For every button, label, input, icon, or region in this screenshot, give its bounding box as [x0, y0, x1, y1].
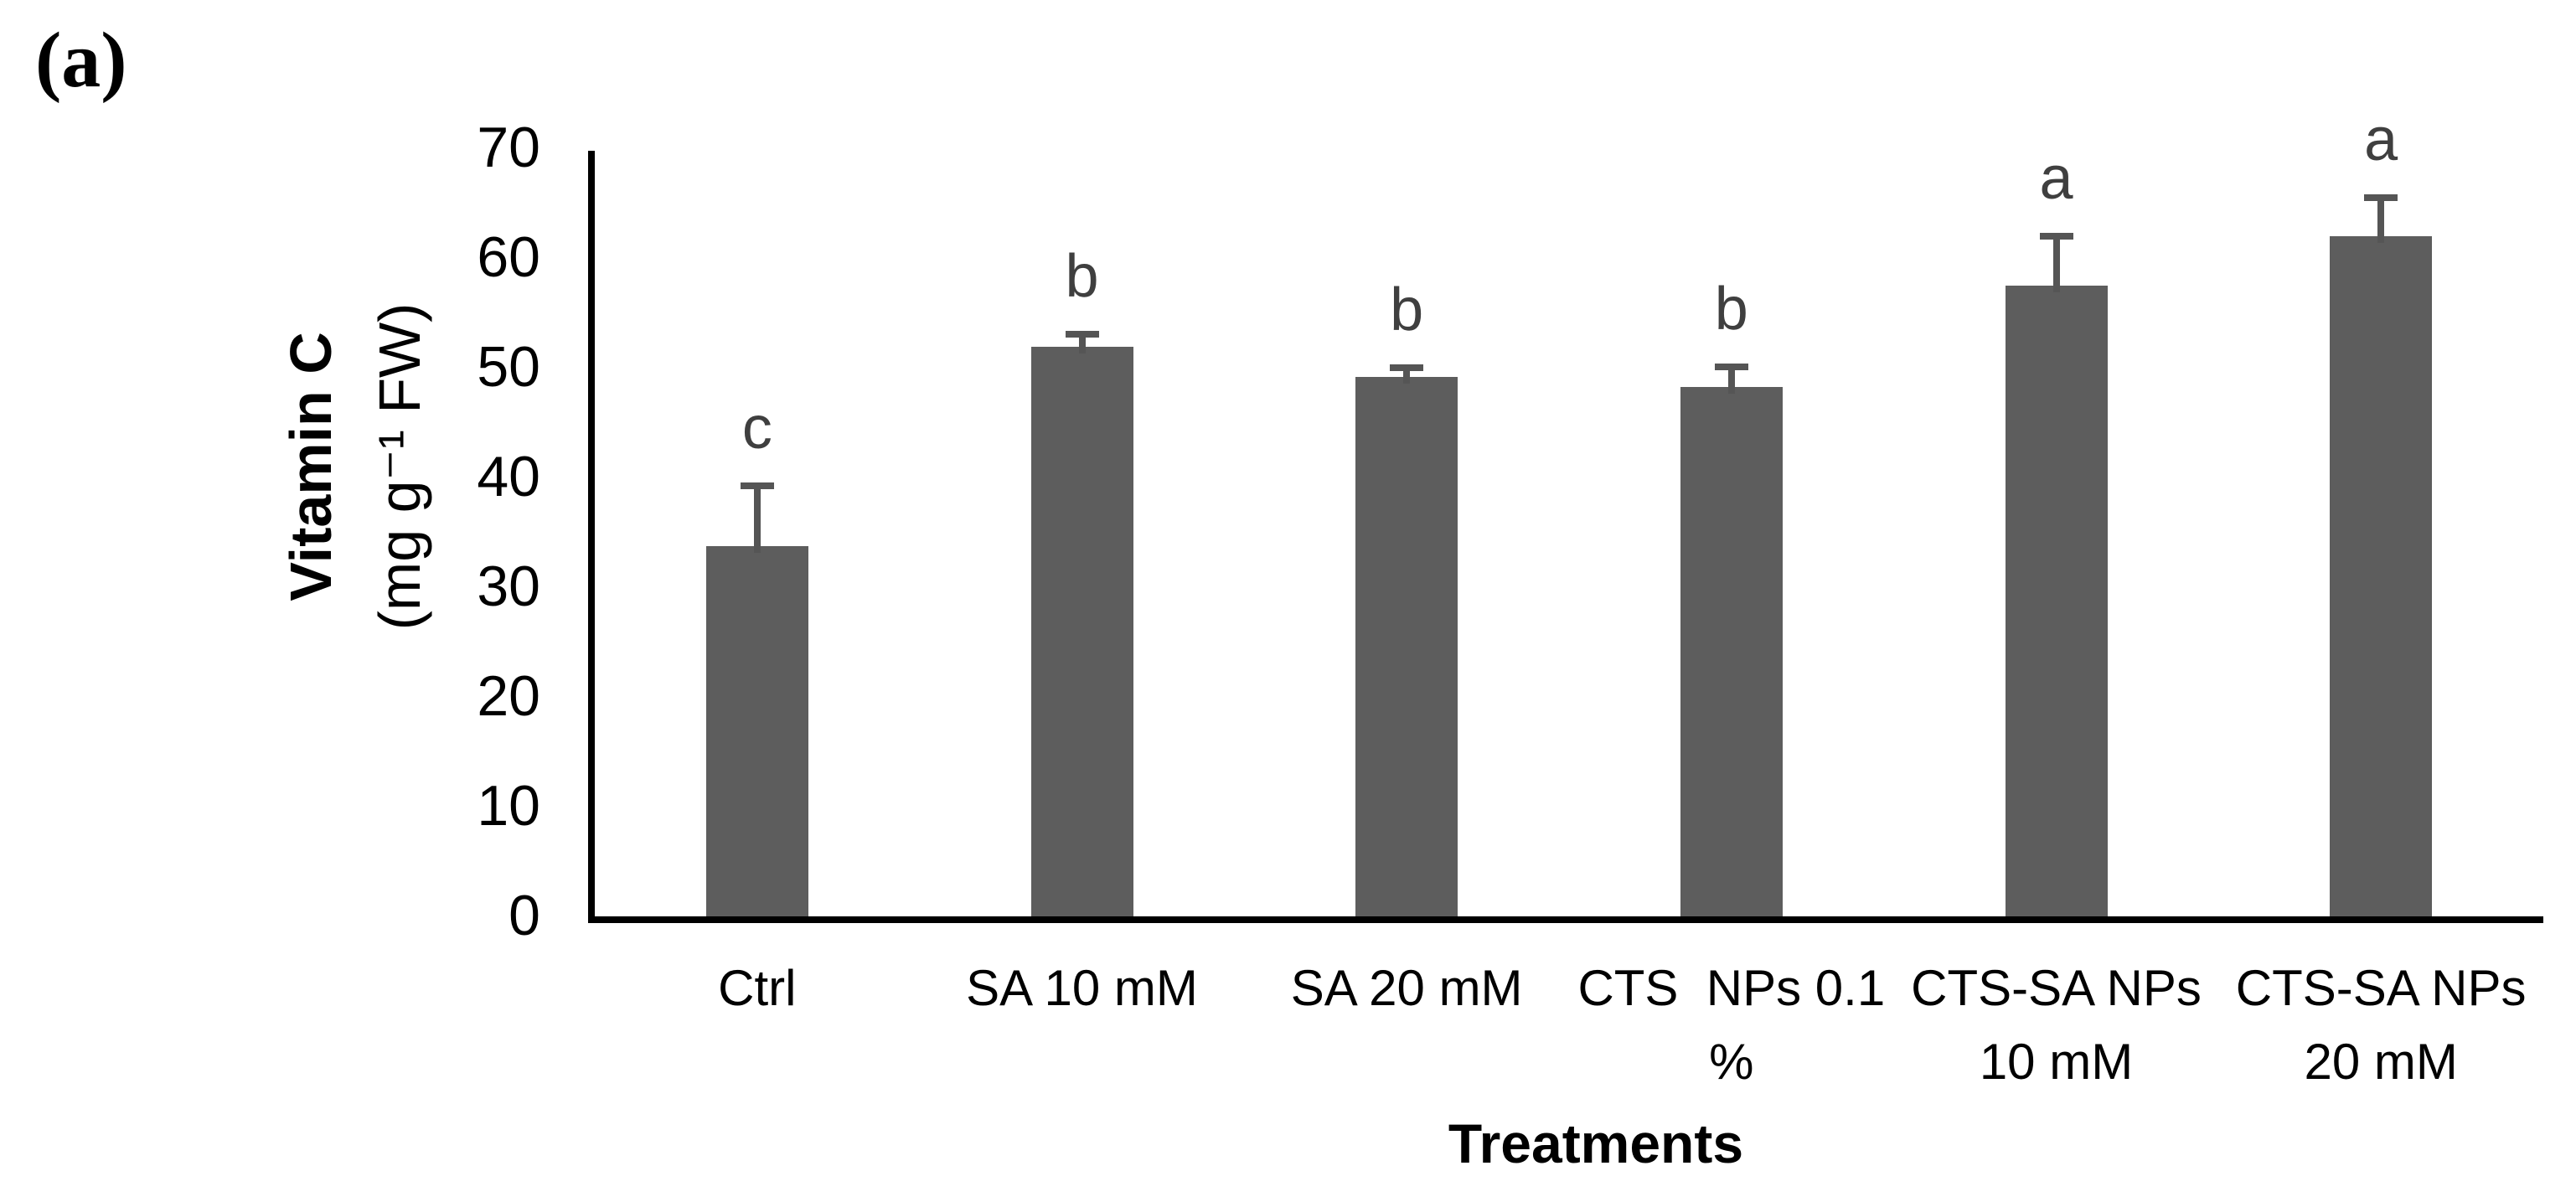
significance-letter: b [1390, 276, 1424, 344]
category-label-4: CTS NPs 0.1 % [1577, 960, 1886, 1090]
panel-label: (a) [35, 17, 127, 104]
x-axis-line [588, 916, 2543, 923]
error-bar-cap [2039, 233, 2073, 240]
category-label-5: CTS-SA NPs 10 mM [1911, 960, 2202, 1090]
significance-letter: b [1714, 276, 1748, 343]
error-bar-stem [2052, 238, 2060, 293]
y-tick-label: 30 [477, 555, 540, 618]
y-tick-label: 10 [477, 774, 540, 838]
bar-2 [1030, 347, 1133, 923]
category-label-6: CTS-SA NPs 20 mM [2235, 960, 2527, 1090]
error-bar-stem [1078, 335, 1086, 354]
error-bar-stem [753, 487, 761, 553]
y-axis-line [588, 151, 595, 923]
bar-1 [705, 545, 808, 923]
y-tick-label: 20 [477, 664, 540, 728]
error-bar-cap [1390, 364, 1424, 372]
significance-letter: a [2039, 145, 2073, 213]
y-tick-label: 50 [477, 335, 540, 399]
x-axis-title: Treatments [1448, 1112, 1744, 1174]
error-bar-cap [1065, 330, 1099, 338]
y-tick-label: 40 [477, 445, 540, 508]
category-label-1: Ctrl [718, 960, 797, 1016]
error-bar-stem [1727, 369, 1735, 394]
significance-letter: c [741, 394, 772, 462]
y-tick-label: 60 [477, 225, 540, 289]
bar-6 [2330, 236, 2433, 923]
error-bar-cap [1714, 364, 1748, 371]
bar-3 [1355, 376, 1458, 923]
category-label-3: SA 20 mM [1290, 960, 1523, 1016]
category-label-2: SA 10 mM [966, 960, 1198, 1016]
significance-letter: b [1065, 242, 1099, 310]
bar-4 [1680, 386, 1783, 923]
y-tick-label: 0 [508, 884, 540, 947]
bar-5 [2005, 286, 2108, 923]
significance-letter: a [2364, 106, 2398, 174]
error-bar-stem [1403, 369, 1411, 384]
y-tick-label: 70 [477, 116, 540, 179]
error-bar-stem [2377, 199, 2385, 244]
error-bar-cap [740, 482, 774, 489]
error-bar-cap [2364, 194, 2398, 202]
